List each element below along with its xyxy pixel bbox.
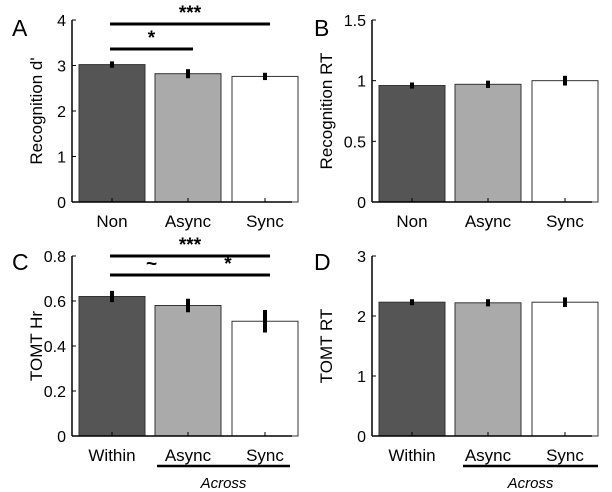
bar-sync — [231, 75, 299, 203]
y-tick-label: 0 — [357, 195, 366, 212]
x-tick-label: Async — [465, 446, 512, 465]
y-tick-label: 1.5 — [344, 13, 366, 30]
y-tick-label: 0.5 — [344, 134, 366, 151]
panel-b: B 0 0.5 1 1.5 Non Async Sync Recognition RT — [314, 13, 599, 231]
y-tick-label: 0.4 — [44, 339, 66, 356]
y-tick-label: 0.6 — [44, 294, 66, 311]
y-axis-title: Recognition d' — [27, 57, 46, 164]
x-tick-label: Async — [165, 212, 212, 231]
bar-within — [378, 301, 446, 437]
bar-async — [454, 302, 522, 437]
y-tick-label: 2 — [57, 104, 66, 121]
x-tick-label: Non — [96, 212, 127, 231]
y-tick-label: 0 — [357, 429, 366, 446]
panel-d: D 0 1 2 3 Within Async Sync TOMT RT Across — [314, 249, 599, 492]
panel-letter: B — [314, 15, 329, 41]
significance-label: * — [148, 28, 156, 49]
significance-label: *** — [179, 3, 202, 24]
panel-letter: C — [12, 249, 29, 275]
y-axis-title: Recognition RT — [317, 53, 336, 170]
y-axis-title: TOMT RT — [317, 309, 336, 384]
significance-label: ~ — [146, 254, 157, 275]
y-axis-title: TOMT Hr — [27, 311, 46, 382]
x-tick-label: Non — [396, 212, 427, 231]
x-tick-label: Within — [388, 446, 435, 465]
x-tick-label: Async — [165, 446, 212, 465]
y-tick-label: 1 — [357, 74, 366, 91]
bar-non — [78, 64, 146, 203]
x-tick-label: Async — [465, 212, 512, 231]
panel-letter: D — [314, 249, 331, 275]
panel-letter: A — [12, 15, 28, 41]
bar-sync — [231, 320, 299, 437]
significance-label: *** — [179, 235, 202, 256]
y-tick-label: 0.2 — [44, 384, 66, 401]
y-tick-label: 3 — [357, 249, 366, 266]
bar-async — [454, 83, 522, 203]
bar-async — [154, 305, 222, 437]
y-tick-label: 0 — [57, 195, 66, 212]
group-label: Across — [200, 475, 247, 492]
group-label: Across — [507, 475, 554, 492]
bar-within — [78, 296, 146, 437]
x-tick-label: Sync — [546, 212, 584, 231]
x-tick-label: Sync — [546, 446, 584, 465]
y-tick-label: 1 — [357, 369, 366, 386]
x-tick-label: Sync — [246, 446, 284, 465]
y-tick-label: 1 — [57, 150, 66, 167]
bar-sync — [531, 80, 599, 203]
x-tick-label: Within — [88, 446, 135, 465]
bar-sync — [531, 301, 599, 437]
significance-label: * — [224, 254, 232, 275]
y-tick-label: 0 — [57, 429, 66, 446]
x-tick-label: Sync — [246, 212, 284, 231]
y-tick-label: 4 — [57, 13, 66, 30]
y-tick-label: 0.8 — [44, 249, 66, 266]
y-tick-label: 3 — [57, 59, 66, 76]
bar-async — [154, 73, 222, 203]
bar-non — [378, 85, 446, 203]
y-tick-label: 2 — [357, 309, 366, 326]
